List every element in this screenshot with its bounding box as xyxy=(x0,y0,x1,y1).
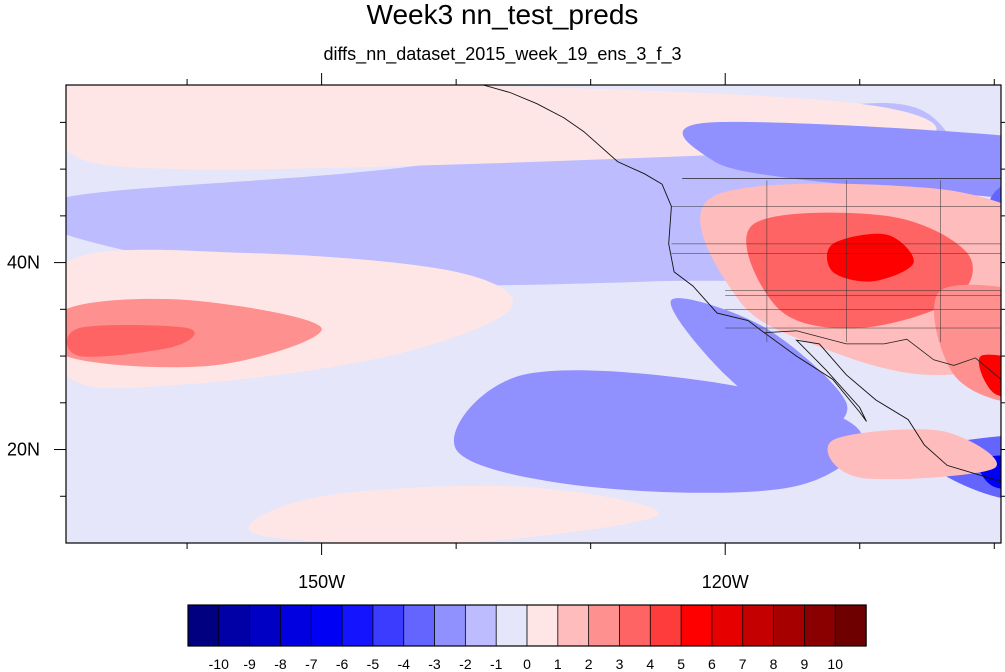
colorbar-label: 9 xyxy=(801,656,809,672)
colorbar-swatch xyxy=(495,604,528,647)
colorbar-swatch xyxy=(187,604,220,647)
colorbar-swatch xyxy=(403,604,436,647)
colorbar-swatch xyxy=(372,604,405,647)
colorbar-label: 4 xyxy=(646,656,654,672)
colorbar-swatch xyxy=(280,604,312,647)
colorbar-swatch xyxy=(680,604,713,647)
us-mexico-border xyxy=(764,330,1001,380)
lat-tick-label: 40N xyxy=(7,253,40,273)
colorbar-swatch xyxy=(649,604,682,647)
colorbar-label: 7 xyxy=(739,656,747,672)
colorbar-label: 2 xyxy=(585,656,593,672)
colorbar-swatch xyxy=(588,604,621,647)
map-plot-area xyxy=(66,85,1001,543)
colorbar-swatch xyxy=(434,604,467,647)
colorbar-label: 8 xyxy=(770,656,778,672)
colorbar-label: -5 xyxy=(367,656,380,672)
colorbar-swatch xyxy=(464,604,497,647)
colorbar-swatch xyxy=(834,604,867,647)
colorbar-label: 3 xyxy=(616,656,624,672)
map-subtitle: diffs_nn_dataset_2015_week_19_ens_3_f_3 xyxy=(323,44,682,64)
map-title: Week3 nn_test_preds xyxy=(366,0,639,30)
colorbar-label: -2 xyxy=(459,656,472,672)
colorbar-swatch xyxy=(218,604,251,647)
colorbar-label: -8 xyxy=(274,656,287,672)
canada-northwest-coastline xyxy=(480,85,663,185)
lon-tick-label: 120W xyxy=(702,572,749,592)
colorbar-label: 1 xyxy=(554,656,562,672)
colorbar-label: -3 xyxy=(428,656,441,672)
map-frame: 150W120W90W40N20N xyxy=(7,73,1005,592)
anomaly-region-positive-21 xyxy=(827,429,997,480)
colorbar-swatch xyxy=(249,604,282,647)
colorbar-swatch xyxy=(711,604,744,647)
colorbar-label: -6 xyxy=(336,656,349,672)
anomaly-region-negative-20 xyxy=(670,298,848,432)
anomaly-region-negative-7 xyxy=(682,121,1001,198)
lat-tick-label: 20N xyxy=(7,440,40,460)
colorbar-swatch xyxy=(742,604,775,647)
anomaly-region-positive-4 xyxy=(66,325,195,357)
colorbar: -10 -9 -8 -7 -6 -5 -4 -3 -2 -1 0 1 2 3 4 5 6 7 8 9 10 xyxy=(187,604,867,672)
colorbar-swatch xyxy=(557,604,590,647)
colorbar-label: 0 xyxy=(523,656,531,672)
colorbar-label: -10 xyxy=(209,656,229,672)
colorbar-swatch xyxy=(619,604,651,647)
colorbar-border xyxy=(187,604,867,647)
colorbar-label: -4 xyxy=(397,656,410,672)
map-border xyxy=(65,84,1002,544)
colorbar-swatch xyxy=(773,604,806,647)
colorbar-swatch xyxy=(341,604,374,647)
colorbar-label: 6 xyxy=(708,656,716,672)
colorbar-label: -9 xyxy=(243,656,256,672)
colorbar-swatch xyxy=(310,604,343,647)
colorbar-swatch xyxy=(526,604,559,647)
colorbar-label: 10 xyxy=(827,656,843,672)
colorbar-label: 5 xyxy=(677,656,685,672)
colorbar-label: -7 xyxy=(305,656,318,672)
anomaly-region-positive-12 xyxy=(826,233,914,282)
west-coast-coastline xyxy=(661,183,1001,482)
anomaly-region-positive-6 xyxy=(248,485,659,543)
lon-tick-label: 150W xyxy=(298,572,345,592)
colorbar-swatch xyxy=(803,604,836,647)
colorbar-label: -1 xyxy=(490,656,503,672)
